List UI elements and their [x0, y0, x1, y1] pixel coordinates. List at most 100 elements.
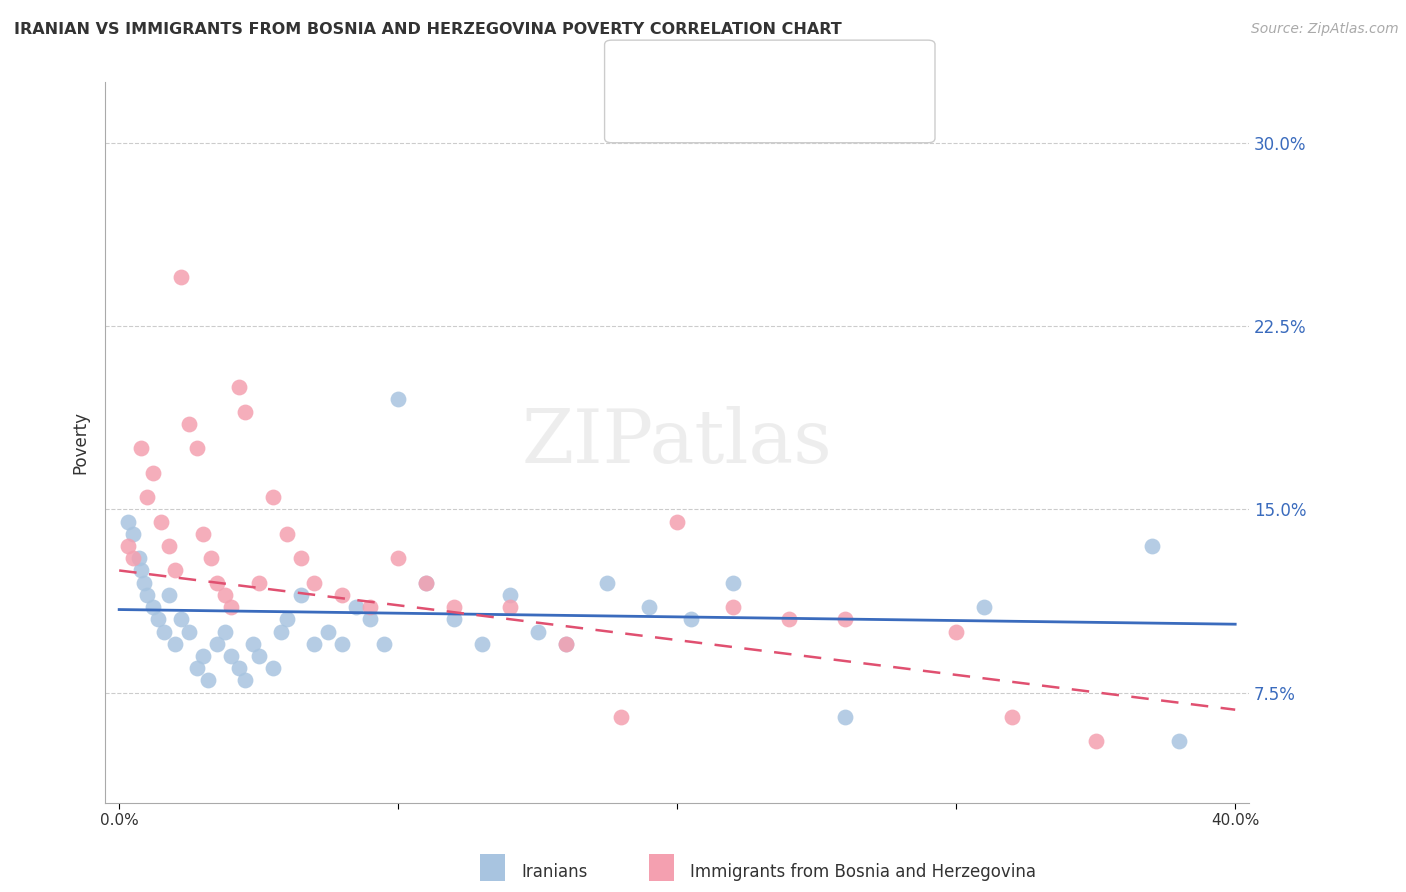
Point — [228, 661, 250, 675]
Text: N =: N = — [769, 68, 808, 86]
Point — [1084, 734, 1107, 748]
Point — [359, 600, 381, 615]
Point — [270, 624, 292, 639]
Point — [973, 600, 995, 615]
Point — [142, 600, 165, 615]
Point — [1001, 710, 1024, 724]
Point — [721, 600, 744, 615]
Point — [122, 526, 145, 541]
Point — [681, 612, 703, 626]
Point — [554, 637, 576, 651]
Text: R =: R = — [662, 110, 702, 128]
Point — [276, 612, 298, 626]
Point — [247, 648, 270, 663]
Point — [834, 612, 856, 626]
Point — [262, 661, 284, 675]
Y-axis label: Poverty: Poverty — [72, 410, 89, 474]
Point — [443, 600, 465, 615]
Point — [344, 600, 367, 615]
Point — [142, 466, 165, 480]
Text: ZIPatlas: ZIPatlas — [522, 406, 832, 479]
Point — [554, 637, 576, 651]
Point — [290, 551, 312, 566]
Point — [247, 575, 270, 590]
Point — [169, 612, 191, 626]
Point — [205, 637, 228, 651]
Point — [150, 515, 173, 529]
Point — [666, 515, 689, 529]
Point — [177, 624, 200, 639]
Point — [153, 624, 176, 639]
Point — [304, 575, 326, 590]
Point — [276, 526, 298, 541]
Point — [443, 612, 465, 626]
Point — [122, 551, 145, 566]
Point — [262, 490, 284, 504]
Text: R =: R = — [662, 68, 702, 86]
Text: Source: ZipAtlas.com: Source: ZipAtlas.com — [1251, 22, 1399, 37]
Point — [131, 442, 153, 456]
Point — [778, 612, 800, 626]
Point — [219, 600, 242, 615]
Point — [415, 575, 437, 590]
Point — [1140, 539, 1163, 553]
Point — [186, 442, 208, 456]
Point — [177, 417, 200, 431]
Point — [163, 564, 186, 578]
Point — [945, 624, 967, 639]
Point — [186, 661, 208, 675]
Point — [332, 588, 354, 602]
Text: -0.145: -0.145 — [702, 110, 766, 128]
Point — [290, 588, 312, 602]
Point — [834, 710, 856, 724]
Point — [214, 588, 236, 602]
Point — [157, 539, 180, 553]
Point — [191, 526, 214, 541]
Point — [163, 637, 186, 651]
Point — [134, 575, 156, 590]
Point — [157, 588, 180, 602]
Point — [471, 637, 494, 651]
Point — [526, 624, 548, 639]
Point — [610, 710, 633, 724]
Point — [415, 575, 437, 590]
Point — [721, 575, 744, 590]
Text: Immigrants from Bosnia and Herzegovina: Immigrants from Bosnia and Herzegovina — [690, 863, 1036, 881]
Point — [169, 270, 191, 285]
Point — [1168, 734, 1191, 748]
Point — [200, 551, 222, 566]
Point — [148, 612, 170, 626]
Text: 48: 48 — [808, 68, 834, 86]
Point — [499, 600, 522, 615]
Point — [128, 551, 150, 566]
Point — [228, 380, 250, 394]
Point — [197, 673, 219, 688]
Text: IRANIAN VS IMMIGRANTS FROM BOSNIA AND HERZEGOVINA POVERTY CORRELATION CHART: IRANIAN VS IMMIGRANTS FROM BOSNIA AND HE… — [14, 22, 842, 37]
Point — [219, 648, 242, 663]
Point — [332, 637, 354, 651]
Point — [596, 575, 619, 590]
Point — [136, 588, 159, 602]
Point — [117, 539, 139, 553]
Point — [359, 612, 381, 626]
Point — [233, 405, 256, 419]
Text: -0.062: -0.062 — [702, 68, 766, 86]
Point — [638, 600, 661, 615]
Point — [131, 564, 153, 578]
Point — [387, 551, 409, 566]
Point — [318, 624, 340, 639]
Point — [117, 515, 139, 529]
Point — [373, 637, 395, 651]
Point — [304, 637, 326, 651]
Point — [136, 490, 159, 504]
Point — [214, 624, 236, 639]
Point — [242, 637, 264, 651]
Text: Iranians: Iranians — [522, 863, 588, 881]
Point — [191, 648, 214, 663]
Text: N =: N = — [769, 110, 808, 128]
Point — [499, 588, 522, 602]
Point — [387, 392, 409, 407]
Point — [233, 673, 256, 688]
Point — [205, 575, 228, 590]
Text: 38: 38 — [808, 110, 834, 128]
